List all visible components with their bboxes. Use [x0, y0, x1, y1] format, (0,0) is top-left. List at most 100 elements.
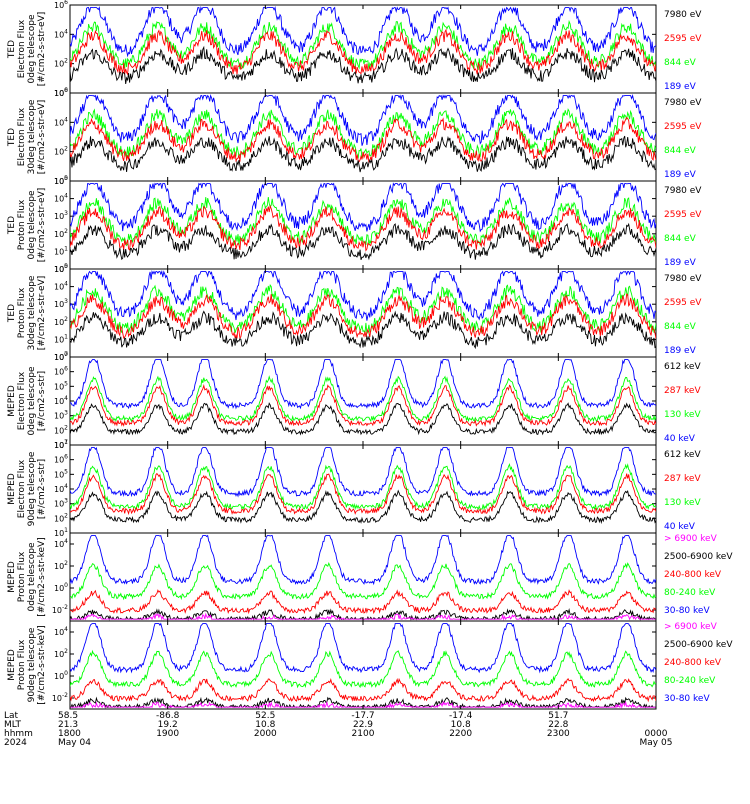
y-tick-label: 100	[54, 175, 68, 186]
x-tick-label-mlt: 19.2	[158, 720, 178, 730]
x-row-label: MLT	[4, 720, 22, 730]
y-tick-label: 102	[54, 648, 68, 659]
series-trace	[70, 19, 656, 71]
x-tick-label-lat: -86.8	[156, 711, 180, 721]
legend-entry: 2500-6900 keV	[664, 640, 733, 650]
x-tick-label-date: May 05	[640, 738, 673, 748]
y-tick-label: 105	[54, 380, 68, 391]
y-tick-label: 104	[54, 281, 68, 292]
y-tick-label: 104	[54, 395, 68, 406]
series-trace	[70, 135, 656, 173]
x-tick-label-lat: -17.7	[351, 711, 374, 721]
legend-entry: 30-80 keV	[664, 694, 710, 704]
x-tick-label-hhmm: 2300	[547, 729, 570, 739]
y-axis-label: MEPEDProton Flux90deg telescope[#/cm2-s-…	[7, 625, 47, 704]
legend-entry: 7980 eV	[664, 274, 702, 284]
series-trace	[70, 108, 656, 159]
series-trace	[70, 28, 656, 76]
legend-entry: 287 keV	[664, 474, 701, 484]
series-trace	[70, 269, 656, 321]
legend-entry: > 6900 keV	[664, 534, 718, 544]
y-tick-label: 104	[54, 483, 68, 494]
y-tick-label: 100	[54, 263, 68, 274]
x-tick-label-hhmm: 2200	[449, 729, 472, 739]
series-trace	[70, 463, 656, 511]
legend-entry: 189 eV	[664, 170, 697, 180]
y-axis-label: TEDProton Flux30deg telescope[#/cm2-s-st…	[7, 275, 47, 350]
y-tick-label: 106	[54, 0, 68, 10]
legend-entry: 2595 eV	[664, 122, 702, 132]
legend-entry: 612 keV	[664, 362, 701, 372]
series-trace	[70, 6, 656, 58]
panel-frame	[69, 620, 657, 710]
y-tick-label: 107	[54, 439, 68, 450]
panel-5: MEPEDElectron Flux0deg telescope[#/cm2-s…	[7, 356, 701, 446]
series-trace	[70, 534, 656, 586]
y-tick-label: 102	[54, 316, 68, 327]
x-tick-label-lat: 58.5	[58, 711, 78, 721]
legend-entry: 189 eV	[664, 82, 697, 92]
legend-entry: 130 keV	[664, 410, 701, 420]
y-tick-label: 106	[54, 87, 68, 98]
y-tick-label: 102	[54, 424, 68, 435]
y-tick-label: 101	[54, 333, 68, 344]
legend-entry: 844 eV	[664, 146, 697, 156]
y-axis-label: MEPEDElectron Flux90deg telescope[#/cm2-…	[7, 451, 47, 526]
x-tick-label-lat: 52.5	[255, 711, 275, 721]
series-trace	[70, 93, 656, 146]
y-tick-label: 103	[54, 298, 68, 309]
panel-frame	[69, 444, 657, 534]
x-row-label: Lat	[4, 711, 19, 721]
panel-2: TEDElectron Flux30deg telescope[#/cm2-s-…	[7, 92, 702, 182]
y-tick-label: 103	[54, 410, 68, 421]
x-tick-label-hhmm: 1800	[58, 729, 81, 739]
y-tick-label: 101	[54, 439, 68, 450]
legend-entry: 612 keV	[664, 450, 701, 460]
y-axis-label: TEDElectron Flux30deg telescope[#/cm2-s-…	[7, 99, 47, 174]
legend-entry: > 6900 keV	[664, 622, 718, 632]
legend-entry: 844 eV	[664, 58, 697, 68]
panel-6: MEPEDElectron Flux90deg telescope[#/cm2-…	[7, 444, 701, 534]
series-trace	[70, 222, 656, 261]
legend-entry: 2595 eV	[664, 210, 702, 220]
series-trace	[70, 649, 656, 689]
y-tick-label: 100	[54, 582, 68, 593]
panel-frame	[69, 180, 657, 270]
x-tick-label-mlt: 22.8	[548, 720, 568, 730]
legend-entry: 844 eV	[664, 322, 697, 332]
legend-entry: 2595 eV	[664, 34, 702, 44]
y-tick-label: 10-2	[52, 604, 68, 615]
y-axis-label: TEDElectron Flux0deg telescope[#/cm2-s-s…	[7, 12, 47, 87]
y-tick-label: 105	[54, 175, 68, 186]
panel-frame	[69, 92, 657, 182]
legend-entry: 2500-6900 keV	[664, 552, 733, 562]
y-tick-label: 106	[54, 454, 68, 465]
y-tick-label: 105	[54, 468, 68, 479]
series-trace	[70, 293, 656, 340]
y-tick-label: 104	[54, 626, 68, 637]
y-tick-label: 101	[54, 527, 68, 538]
y-tick-label: 104	[54, 116, 68, 127]
panel-8: MEPEDProton Flux90deg telescope[#/cm2-s-…	[7, 620, 733, 710]
y-tick-label: 102	[54, 512, 68, 523]
legend-entry: 844 eV	[664, 234, 697, 244]
y-tick-label: 100	[54, 87, 68, 98]
y-tick-label: 101	[54, 245, 68, 256]
y-tick-label: 106	[54, 366, 68, 377]
legend-entry: 287 keV	[664, 386, 701, 396]
series-trace	[70, 384, 656, 428]
y-tick-label: 102	[54, 560, 68, 571]
x-tick-label-mlt: 21.3	[58, 720, 78, 730]
series-trace	[70, 284, 656, 335]
series-trace	[70, 204, 656, 252]
legend-entry: 80-240 keV	[664, 676, 716, 686]
x-tick-label-lat: 51.7	[548, 711, 568, 721]
panel-1: TEDElectron Flux0deg telescope[#/cm2-s-s…	[7, 4, 702, 94]
y-tick-label: 103	[54, 498, 68, 509]
y-tick-label: 102	[54, 228, 68, 239]
x-tick-label-hhmm: 0000	[645, 729, 668, 739]
y-axis-label: TEDProton Flux0deg telescope[#/cm2-s-str…	[7, 188, 47, 263]
series-trace	[70, 310, 656, 350]
y-tick-label: 103	[54, 210, 68, 221]
